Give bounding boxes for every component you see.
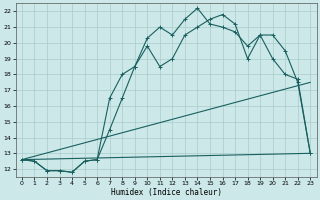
- X-axis label: Humidex (Indice chaleur): Humidex (Indice chaleur): [111, 188, 221, 197]
